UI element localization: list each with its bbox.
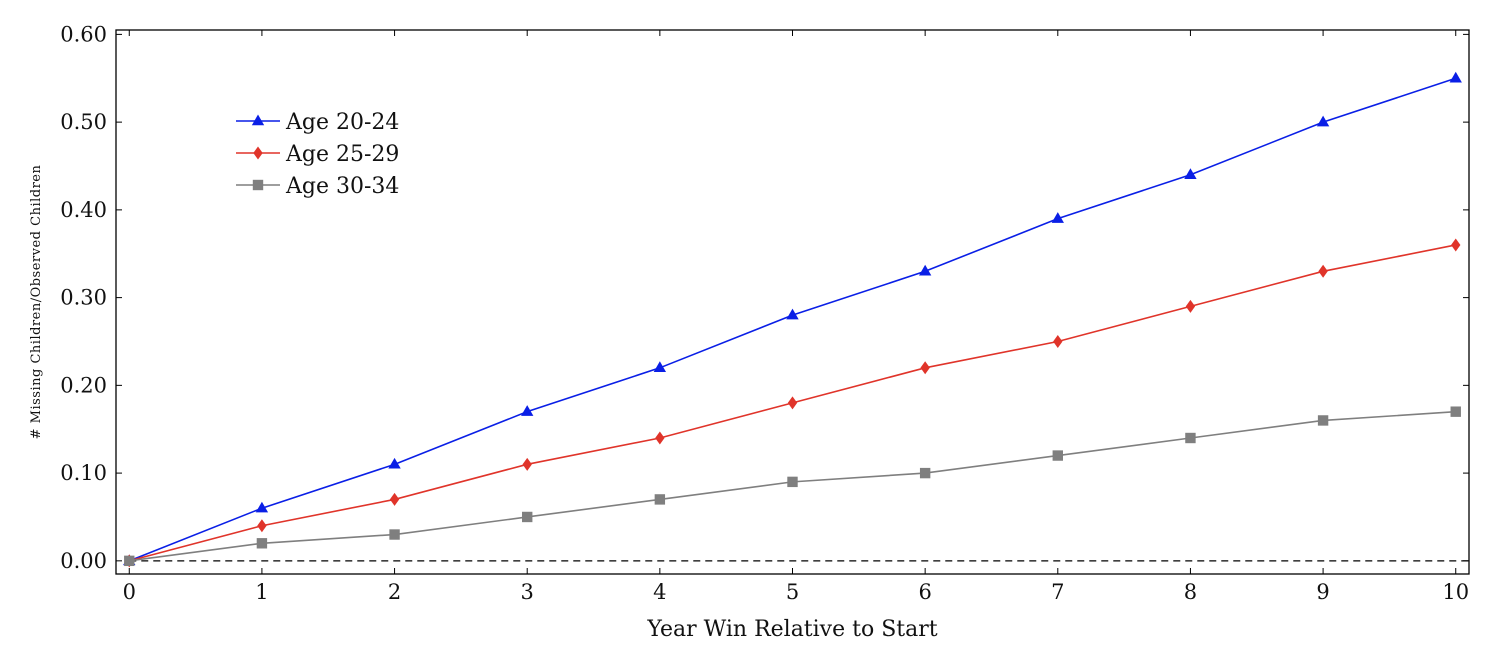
data-point — [787, 396, 798, 410]
x-tick-label: 3 — [521, 580, 534, 604]
data-point — [1450, 406, 1461, 417]
x-axis-title: Year Win Relative to Start — [646, 617, 937, 642]
data-point — [1053, 334, 1063, 348]
legend-item: Age 30-34 — [236, 174, 399, 199]
data-point — [1451, 238, 1461, 252]
data-point — [920, 361, 930, 375]
data-point — [654, 494, 666, 505]
x-tick-label: 0 — [123, 580, 136, 604]
legend-label: Age 25-29 — [285, 142, 399, 167]
legend-marker — [252, 179, 264, 191]
data-point — [918, 264, 932, 276]
data-point — [1185, 299, 1196, 313]
data-point — [522, 457, 532, 471]
series-group — [123, 71, 1462, 568]
data-point — [655, 431, 665, 445]
legend-marker — [251, 114, 265, 126]
plot-frame — [115, 29, 1470, 575]
data-point — [1052, 450, 1063, 461]
x-tick-label: 9 — [1316, 580, 1329, 604]
x-tick-label: 8 — [1184, 580, 1197, 604]
data-point — [522, 511, 533, 523]
data-point — [1184, 168, 1197, 179]
data-point — [388, 457, 401, 469]
data-point — [256, 538, 268, 549]
data-point — [787, 476, 798, 488]
y-tick-label: 0.40 — [60, 198, 107, 222]
y-axis-title: # Missing Children/Observed Children — [29, 165, 44, 440]
data-point — [1318, 264, 1328, 278]
y-tick-label: 0.20 — [60, 373, 107, 397]
tick-labels: 0 1 2 3 4 5 6 7 8 9 10 0.00 0.10 0.20 0.30 0.40 0.50 0.60 — [60, 22, 1469, 604]
data-point — [653, 361, 667, 373]
x-tick-label: 5 — [786, 580, 799, 604]
data-point — [786, 308, 799, 320]
data-point — [124, 555, 135, 567]
y-tick-label: 0.30 — [60, 286, 107, 310]
axis-ticks — [116, 30, 1469, 574]
data-point — [389, 492, 400, 506]
x-tick-label: 2 — [388, 580, 401, 604]
y-tick-label: 0.00 — [60, 549, 107, 573]
data-point — [919, 467, 931, 479]
x-tick-label: 10 — [1442, 580, 1469, 604]
x-tick-label: 1 — [255, 580, 268, 604]
data-point — [257, 519, 267, 533]
data-point — [521, 405, 534, 416]
legend-item: Age 25-29 — [236, 142, 399, 167]
data-point — [1449, 71, 1462, 83]
series-age-25-29 — [124, 238, 1461, 568]
data-point — [389, 529, 400, 540]
data-point — [1317, 415, 1329, 426]
x-tick-label: 6 — [918, 580, 931, 604]
y-tick-label: 0.60 — [60, 22, 107, 46]
x-tick-label: 4 — [653, 580, 666, 604]
y-tick-label: 0.10 — [60, 461, 107, 485]
data-point — [1316, 115, 1330, 127]
legend-label: Age 30-34 — [285, 174, 399, 199]
legend-marker — [253, 146, 263, 160]
legend-item: Age 20-24 — [236, 110, 399, 135]
data-point — [255, 501, 269, 513]
y-tick-label: 0.50 — [60, 110, 107, 134]
x-tick-label: 7 — [1051, 580, 1064, 604]
data-point — [1051, 212, 1064, 223]
data-point — [1185, 432, 1196, 444]
series-age-30-34 — [124, 406, 1461, 567]
legend-label: Age 20-24 — [285, 110, 399, 135]
legend: Age 20-24 Age 25-29 Age 30-34 — [236, 110, 399, 199]
